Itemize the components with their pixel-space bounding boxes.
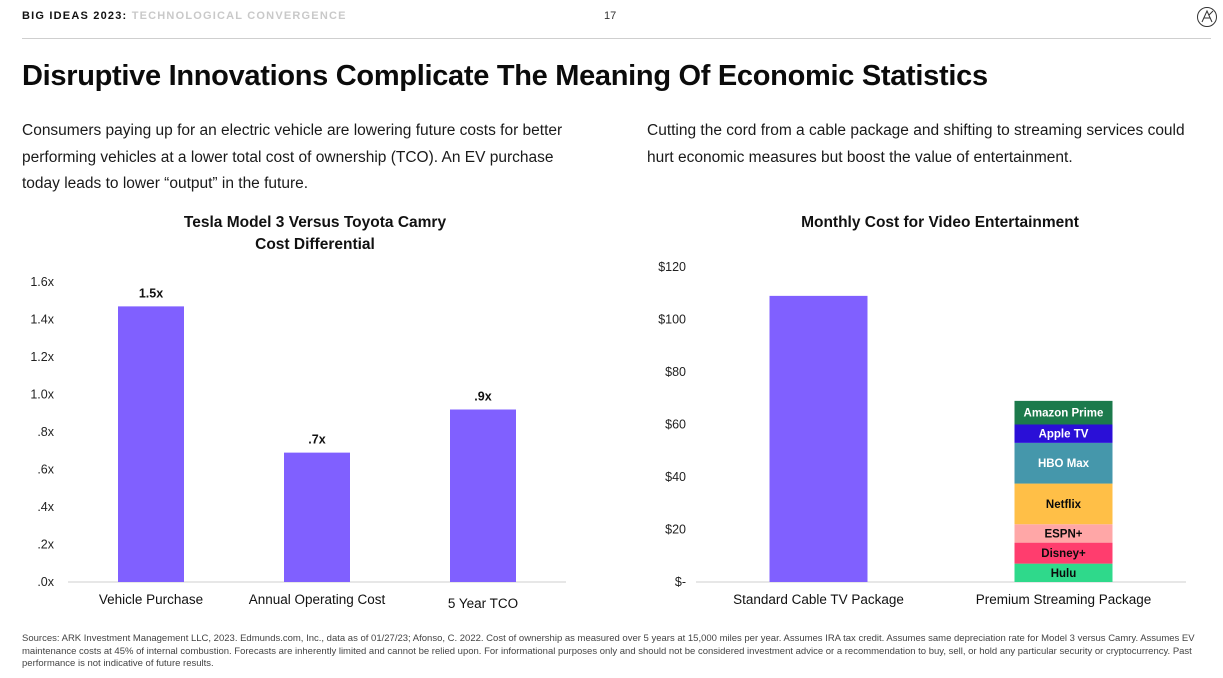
streaming-segment-label: Hulu — [1051, 568, 1077, 580]
video-y-tick-label: $60 — [665, 418, 686, 432]
tesla-bar — [118, 306, 184, 582]
tesla-y-tick-label: .6x — [37, 463, 54, 477]
video-chart-title-line-1: Monthly Cost for Video Entertainment — [801, 214, 1079, 231]
tesla-chart-title-line-2: Cost Differential — [255, 236, 375, 253]
slide-header: BIG IDEAS 2023: TECHNOLOGICAL CONVERGENC… — [22, 10, 347, 22]
streaming-segment-label: Disney+ — [1041, 548, 1086, 560]
streaming-segment-bar — [1014, 442, 1113, 484]
tesla-bar-data-label: 1.5x — [139, 286, 163, 300]
streaming-segment-label: ESPN+ — [1044, 528, 1082, 540]
video-y-tick-label: $80 — [665, 365, 686, 379]
tesla-x-category-label: Annual Operating Cost — [249, 592, 386, 607]
streaming-segment-label: Amazon Prime — [1024, 408, 1104, 420]
streaming-segment-bar — [1014, 483, 1113, 525]
tesla-x-category-label: 5 Year TCO — [448, 596, 518, 611]
tesla-y-tick-label: 1.0x — [30, 388, 54, 402]
streaming-segment-label: Apple TV — [1039, 429, 1089, 441]
streaming-segment-bar — [1014, 400, 1113, 425]
video-x-category-label: Premium Streaming Package — [976, 592, 1152, 607]
tesla-y-tick-label: .4x — [37, 500, 54, 514]
video-y-tick-label: $100 — [658, 313, 686, 327]
streaming-segment-bar — [1014, 563, 1113, 582]
tesla-bar — [450, 409, 516, 582]
tesla-x-category-label: Vehicle Purchase — [99, 592, 203, 607]
page-title: Disruptive Innovations Complicate The Me… — [22, 60, 988, 92]
tesla-y-tick-label: .8x — [37, 425, 54, 439]
page-number: 17 — [604, 10, 617, 22]
video-y-tick-label: $20 — [665, 523, 686, 537]
streaming-segment-bar — [1014, 524, 1113, 543]
streaming-segment-label: Netflix — [1046, 499, 1082, 511]
video-x-category-label: Standard Cable TV Package — [733, 592, 904, 607]
sources-footnote: Sources: ARK Investment Management LLC, … — [22, 633, 1195, 669]
video-y-tick-label: $40 — [665, 470, 686, 484]
tesla-y-tick-label: 1.6x — [30, 275, 54, 289]
tesla-chart-title-line-1: Tesla Model 3 Versus Toyota Camry — [183, 214, 447, 231]
tesla-bar-data-label: .9x — [474, 390, 491, 404]
streaming-segment-bar — [1014, 542, 1113, 564]
tesla-y-tick-label: .0x — [37, 575, 54, 589]
tesla-chart-title: Tesla Model 3 Versus Toyota Camry Cost D… — [150, 212, 480, 256]
video-chart-title: Monthly Cost for Video Entertainment — [760, 212, 1120, 234]
streaming-segment-label: HBO Max — [1038, 458, 1090, 470]
header-brand: BIG IDEAS 2023: — [22, 10, 128, 22]
tesla-bar-data-label: .7x — [308, 433, 325, 447]
tesla-y-tick-label: 1.4x — [30, 313, 54, 327]
left-description: Consumers paying up for an electric vehi… — [22, 122, 563, 192]
right-description: Cutting the cord from a cable package an… — [647, 122, 1185, 166]
cable-package-bar — [769, 295, 868, 582]
header-section: TECHNOLOGICAL CONVERGENCE — [131, 10, 347, 22]
video-y-tick-label: $- — [675, 575, 686, 589]
video-y-tick-label: $120 — [658, 260, 686, 274]
ark-logo-icon — [1197, 7, 1217, 27]
tesla-y-tick-label: 1.2x — [30, 350, 54, 364]
tesla-y-tick-label: .2x — [37, 538, 54, 552]
streaming-segment-bar — [1014, 424, 1113, 443]
header-divider — [22, 38, 1211, 39]
tesla-bar — [284, 452, 350, 582]
